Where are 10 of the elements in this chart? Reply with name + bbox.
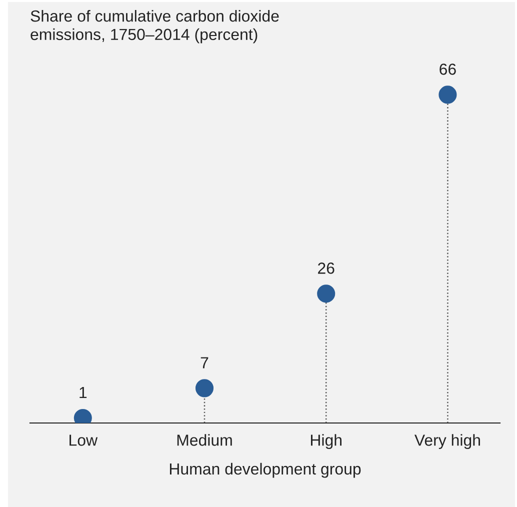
x-tick-label: High xyxy=(310,434,342,449)
chart-title: Share of cumulative carbon dioxide emissions, 1750–2014 (percent) xyxy=(30,10,279,44)
data-label: 1 xyxy=(80,387,87,398)
data-label: 26 xyxy=(318,262,334,274)
x-axis-title: Human development group xyxy=(170,462,361,478)
x-tick-label: Low xyxy=(70,434,98,446)
x-tick-label: Very high xyxy=(414,434,480,449)
data-label: 7 xyxy=(200,357,208,368)
x-tick-label: Medium xyxy=(177,434,232,446)
data-label: 66 xyxy=(440,64,456,75)
